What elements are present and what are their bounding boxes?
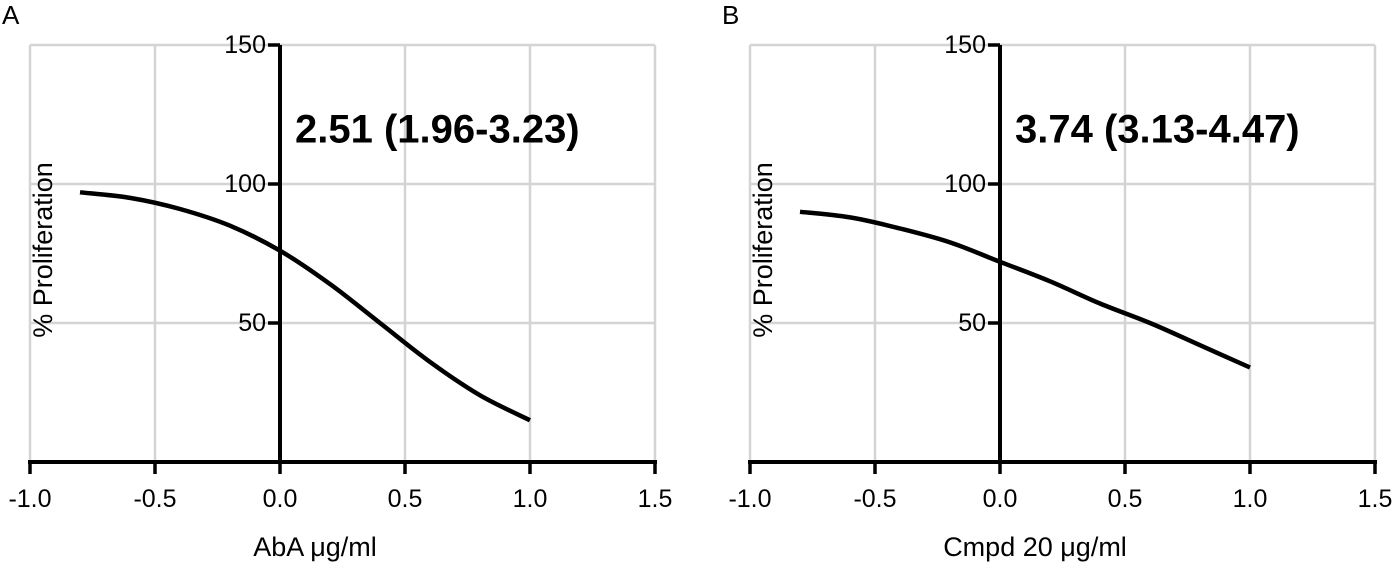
x-tick-label: -0.5 — [133, 485, 176, 513]
y-axis-title: % Proliferation — [748, 162, 778, 338]
series-line — [799, 209, 1251, 370]
x-tick-label: 0.0 — [263, 485, 298, 513]
y-tick-label: 150 — [224, 31, 266, 59]
x-tick-label: 0.0 — [983, 485, 1018, 513]
y-tick-label: 50 — [958, 309, 986, 337]
annotation-text: 2.51 (1.96-3.23) — [295, 107, 580, 151]
x-tick-label: 1.0 — [1233, 485, 1268, 513]
series-line — [79, 190, 532, 423]
x-tick-label: 1.5 — [638, 485, 673, 513]
x-tick-label: -0.5 — [853, 485, 896, 513]
x-tick-label: 0.5 — [1108, 485, 1143, 513]
y-tick-label: 150 — [944, 31, 986, 59]
x-tick-label: 0.5 — [388, 485, 423, 513]
annotation-text: 3.74 (3.13-4.47) — [1015, 107, 1300, 151]
chart-a: 50 100 150 -1.0 -0.5 0.0 0.5 1.0 1.5 AbA μg/ml % P… — [8, 31, 673, 562]
chart-b: 50 100 150 -1.0 -0.5 0.0 0.5 1.0 1.5 Cmpd 20 μg/m… — [728, 31, 1393, 562]
x-tick-label: -1.0 — [728, 485, 771, 513]
x-tick-label: -1.0 — [8, 485, 51, 513]
x-tick-label: 1.5 — [1358, 485, 1393, 513]
panel-a-letter: A — [2, 0, 20, 30]
x-tick-label: 1.0 — [513, 485, 548, 513]
panel-b-letter: B — [722, 0, 740, 30]
x-axis-title: Cmpd 20 μg/ml — [943, 532, 1127, 562]
y-axis-title: % Proliferation — [28, 162, 58, 338]
y-tick-label: 50 — [238, 309, 266, 337]
y-tick-label: 100 — [224, 170, 266, 198]
y-tick-label: 100 — [944, 170, 986, 198]
x-axis-title: AbA μg/ml — [253, 532, 377, 562]
